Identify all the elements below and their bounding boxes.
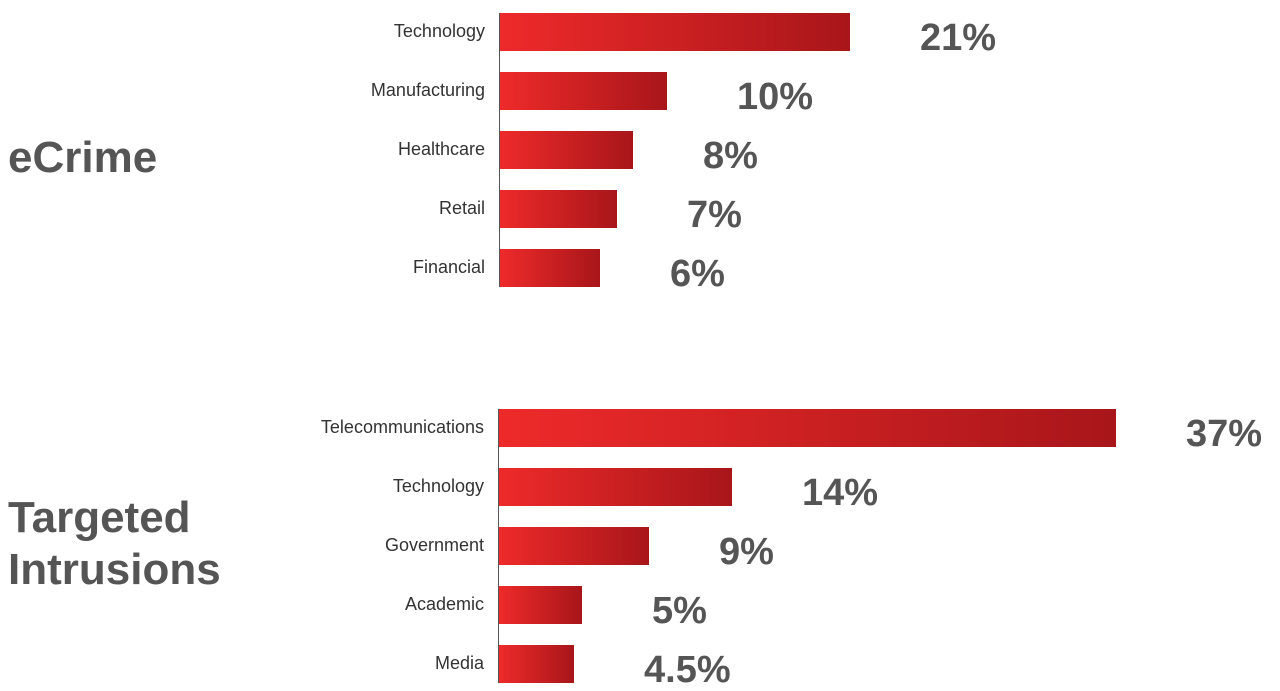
targeted-intrusions-bar	[499, 468, 732, 506]
ecrime-value-label: 8%	[703, 135, 758, 177]
targeted-intrusions-title: Targeted Intrusions	[8, 492, 221, 596]
ecrime-bar	[500, 13, 850, 51]
targeted-intrusions-value-label: 37%	[1186, 413, 1263, 455]
ecrime-value-label: 7%	[687, 194, 742, 236]
ecrime-bar	[500, 72, 667, 110]
targeted-intrusions-category-label: Academic	[404, 594, 484, 614]
targeted-intrusions-title-line-2: Intrusions	[8, 545, 221, 594]
ecrime-title-text: eCrime	[8, 133, 158, 182]
targeted-intrusions-bar	[499, 645, 574, 683]
ecrime-bar	[500, 190, 617, 228]
targeted-intrusions-value-label: 14%	[802, 472, 879, 514]
ecrime-title: eCrime	[8, 132, 157, 184]
targeted-intrusions-title-line-1: Targeted	[8, 493, 191, 542]
targeted-intrusions-category-label: Technology	[392, 476, 484, 496]
ecrime-bar	[500, 249, 600, 287]
ecrime-value-label: 21%	[920, 17, 997, 59]
ecrime-category-label: Technology	[393, 21, 485, 41]
targeted-intrusions-value-label: 9%	[719, 531, 774, 573]
targeted-intrusions-bar	[499, 586, 582, 624]
ecrime-bar	[500, 131, 633, 169]
ecrime-value-label: 6%	[670, 253, 725, 295]
targeted-intrusions-bar	[499, 409, 1116, 447]
ecrime-category-label: Manufacturing	[370, 80, 485, 100]
targeted-intrusions-category-label: Government	[384, 535, 484, 555]
targeted-intrusions-value-label: 4.5%	[644, 649, 731, 691]
ecrime-category-label: Healthcare	[397, 139, 485, 159]
targeted-intrusions-axis-line	[498, 409, 499, 683]
targeted-intrusions-value-label: 5%	[652, 590, 707, 632]
targeted-intrusions-category-label: Telecommunications	[320, 417, 484, 437]
ecrime-category-label: Financial	[412, 257, 485, 277]
ecrime-axis-line	[499, 13, 500, 287]
ecrime-value-label: 10%	[737, 76, 814, 118]
targeted-intrusions-bar	[499, 527, 649, 565]
targeted-intrusions-category-label: Media	[434, 653, 484, 673]
ecrime-category-label: Retail	[438, 198, 485, 218]
